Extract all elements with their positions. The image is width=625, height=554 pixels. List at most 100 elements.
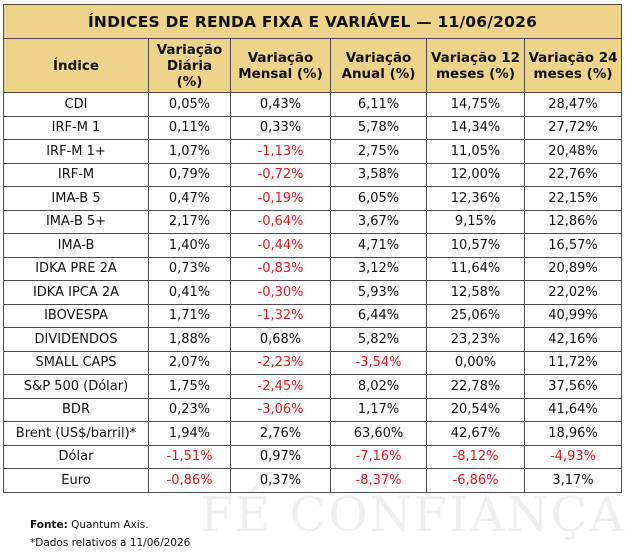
index-name-cell: IRF-M [3,162,149,187]
source-label: Fonte: [30,519,68,531]
value-cell: -1,13% [230,139,331,164]
index-name-cell: IDKA IPCA 2A [3,280,149,305]
value-cell: -0,83% [230,256,331,281]
value-cell: 8,02% [330,374,427,399]
header-text: meses (%) [533,65,613,82]
value-cell: 25,06% [426,303,525,328]
header-text: Variação [156,41,223,58]
table-row: IRF-M 1+ 1,07% -1,13% 2,75% 11,05% 20,48% [3,139,623,164]
value-cell: 41,64% [523,397,623,422]
header-cell-1: Variação Diária (%) [148,38,231,93]
header-text: meses (%) [435,65,516,82]
value-cell: 5,82% [330,327,427,352]
header-cell-0: Índice [3,38,149,93]
value-cell: 12,00% [426,162,525,187]
value-cell: 16,57% [523,233,623,258]
value-cell: -8,12% [426,444,525,469]
date-note: *Dados relativos a 11/06/2026 [30,537,191,549]
value-cell: 3,17% [523,468,623,493]
value-cell: -3,54% [330,350,427,375]
value-cell: 63,60% [330,421,427,446]
table-row: IDKA PRE 2A 0,73% -0,83% 3,12% 11,64% 20,89% [3,256,623,281]
value-cell: 37,56% [523,374,623,399]
table-row: IRF-M 0,79% -0,72% 3,58% 12,00% 22,76% [3,162,623,187]
header-cell-4: Variação 12 meses (%) [426,38,525,93]
index-name-cell: IMA-B [3,233,149,258]
header-text: Anual (%) [341,65,416,82]
table-row: DIVIDENDOS 1,88% 0,68% 5,82% 23,23% 42,16% [3,327,623,352]
value-cell: 14,75% [426,92,525,117]
value-cell: -0,30% [230,280,331,305]
index-name-cell: S&P 500 (Dólar) [3,374,149,399]
watermark: FÉ CONFIANÇA [200,487,625,543]
value-cell: 42,16% [523,327,623,352]
header-cell-3: Variação Anual (%) [330,38,427,93]
value-cell: 0,23% [148,397,231,422]
table-row: CDI 0,05% 0,43% 6,11% 14,75% 28,47% [3,92,623,117]
table-row: Euro -0,86% 0,37% -8,37% -6,86% 3,17% [3,468,623,493]
index-name-cell: Dólar [3,444,149,469]
index-name-cell: IDKA PRE 2A [3,256,149,281]
value-cell: 12,58% [426,280,525,305]
header-text: Índice [52,57,100,74]
value-cell: 5,78% [330,115,427,140]
value-cell: 20,54% [426,397,525,422]
table-row: IMA-B 5+ 2,17% -0,64% 3,67% 9,15% 12,86% [3,209,623,234]
value-cell: 6,11% [330,92,427,117]
value-cell: -3,06% [230,397,331,422]
value-cell: 28,47% [523,92,623,117]
value-cell: 0,47% [148,186,231,211]
table-row: Dólar -1,51% 0,97% -7,16% -8,12% -4,93% [3,444,623,469]
table-row: IRF-M 1 0,11% 0,33% 5,78% 14,34% 27,72% [3,115,623,140]
value-cell: 6,44% [330,303,427,328]
value-cell: 2,76% [230,421,331,446]
indices-table: ÍNDICES DE RENDA FIXA E VARIÁVEL — 11/06… [2,4,623,493]
value-cell: 14,34% [426,115,525,140]
value-cell: 10,57% [426,233,525,258]
value-cell: 1,88% [148,327,231,352]
value-cell: 0,33% [230,115,331,140]
table-row: SMALL CAPS 2,07% -2,23% -3,54% 0,00% 11,72% [3,350,623,375]
index-name-cell: Brent (US$/barril)* [3,421,149,446]
value-cell: -0,72% [230,162,331,187]
index-name-cell: SMALL CAPS [3,350,149,375]
index-name-cell: IRF-M 1+ [3,139,149,164]
table-title: ÍNDICES DE RENDA FIXA E VARIÁVEL — 11/06… [2,4,623,39]
value-cell: 0,43% [230,92,331,117]
table-row: IMA-B 5 0,47% -0,19% 6,05% 12,36% 22,15% [3,186,623,211]
table-row: IDKA IPCA 2A 0,41% -0,30% 5,93% 12,58% 22,02% [3,280,623,305]
index-name-cell: IBOVESPA [3,303,149,328]
table-body: CDI 0,05% 0,43% 6,11% 14,75% 28,47% IRF-M 1 0,1… [3,92,623,493]
index-name-cell: Euro [3,468,149,493]
header-row: Índice Variação Diária (%) Variação Mensal (%… [3,38,623,93]
value-cell: 23,23% [426,327,525,352]
value-cell: 0,68% [230,327,331,352]
value-cell: 3,12% [330,256,427,281]
table-row: S&P 500 (Dólar) 1,75% -2,45% 8,02% 22,78% 37,… [3,374,623,399]
value-cell: -0,19% [230,186,331,211]
value-cell: 3,58% [330,162,427,187]
index-name-cell: BDR [3,397,149,422]
value-cell: 11,72% [523,350,623,375]
value-cell: -1,32% [230,303,331,328]
source-value: Quantum Axis. [67,519,149,531]
value-cell: -0,86% [148,468,231,493]
value-cell: 0,11% [148,115,231,140]
value-cell: -2,23% [230,350,331,375]
header-text: (%) [176,73,203,90]
value-cell: 6,05% [330,186,427,211]
value-cell: 0,73% [148,256,231,281]
value-cell: 0,79% [148,162,231,187]
value-cell: 4,71% [330,233,427,258]
value-cell: -1,51% [148,444,231,469]
value-cell: -8,37% [330,468,427,493]
header-text: Variação 12 [430,49,521,66]
value-cell: 2,17% [148,209,231,234]
value-cell: 42,67% [426,421,525,446]
value-cell: 1,71% [148,303,231,328]
value-cell: -4,93% [523,444,623,469]
header-text: Diária [166,57,213,74]
value-cell: 2,07% [148,350,231,375]
value-cell: 20,89% [523,256,623,281]
value-cell: 27,72% [523,115,623,140]
